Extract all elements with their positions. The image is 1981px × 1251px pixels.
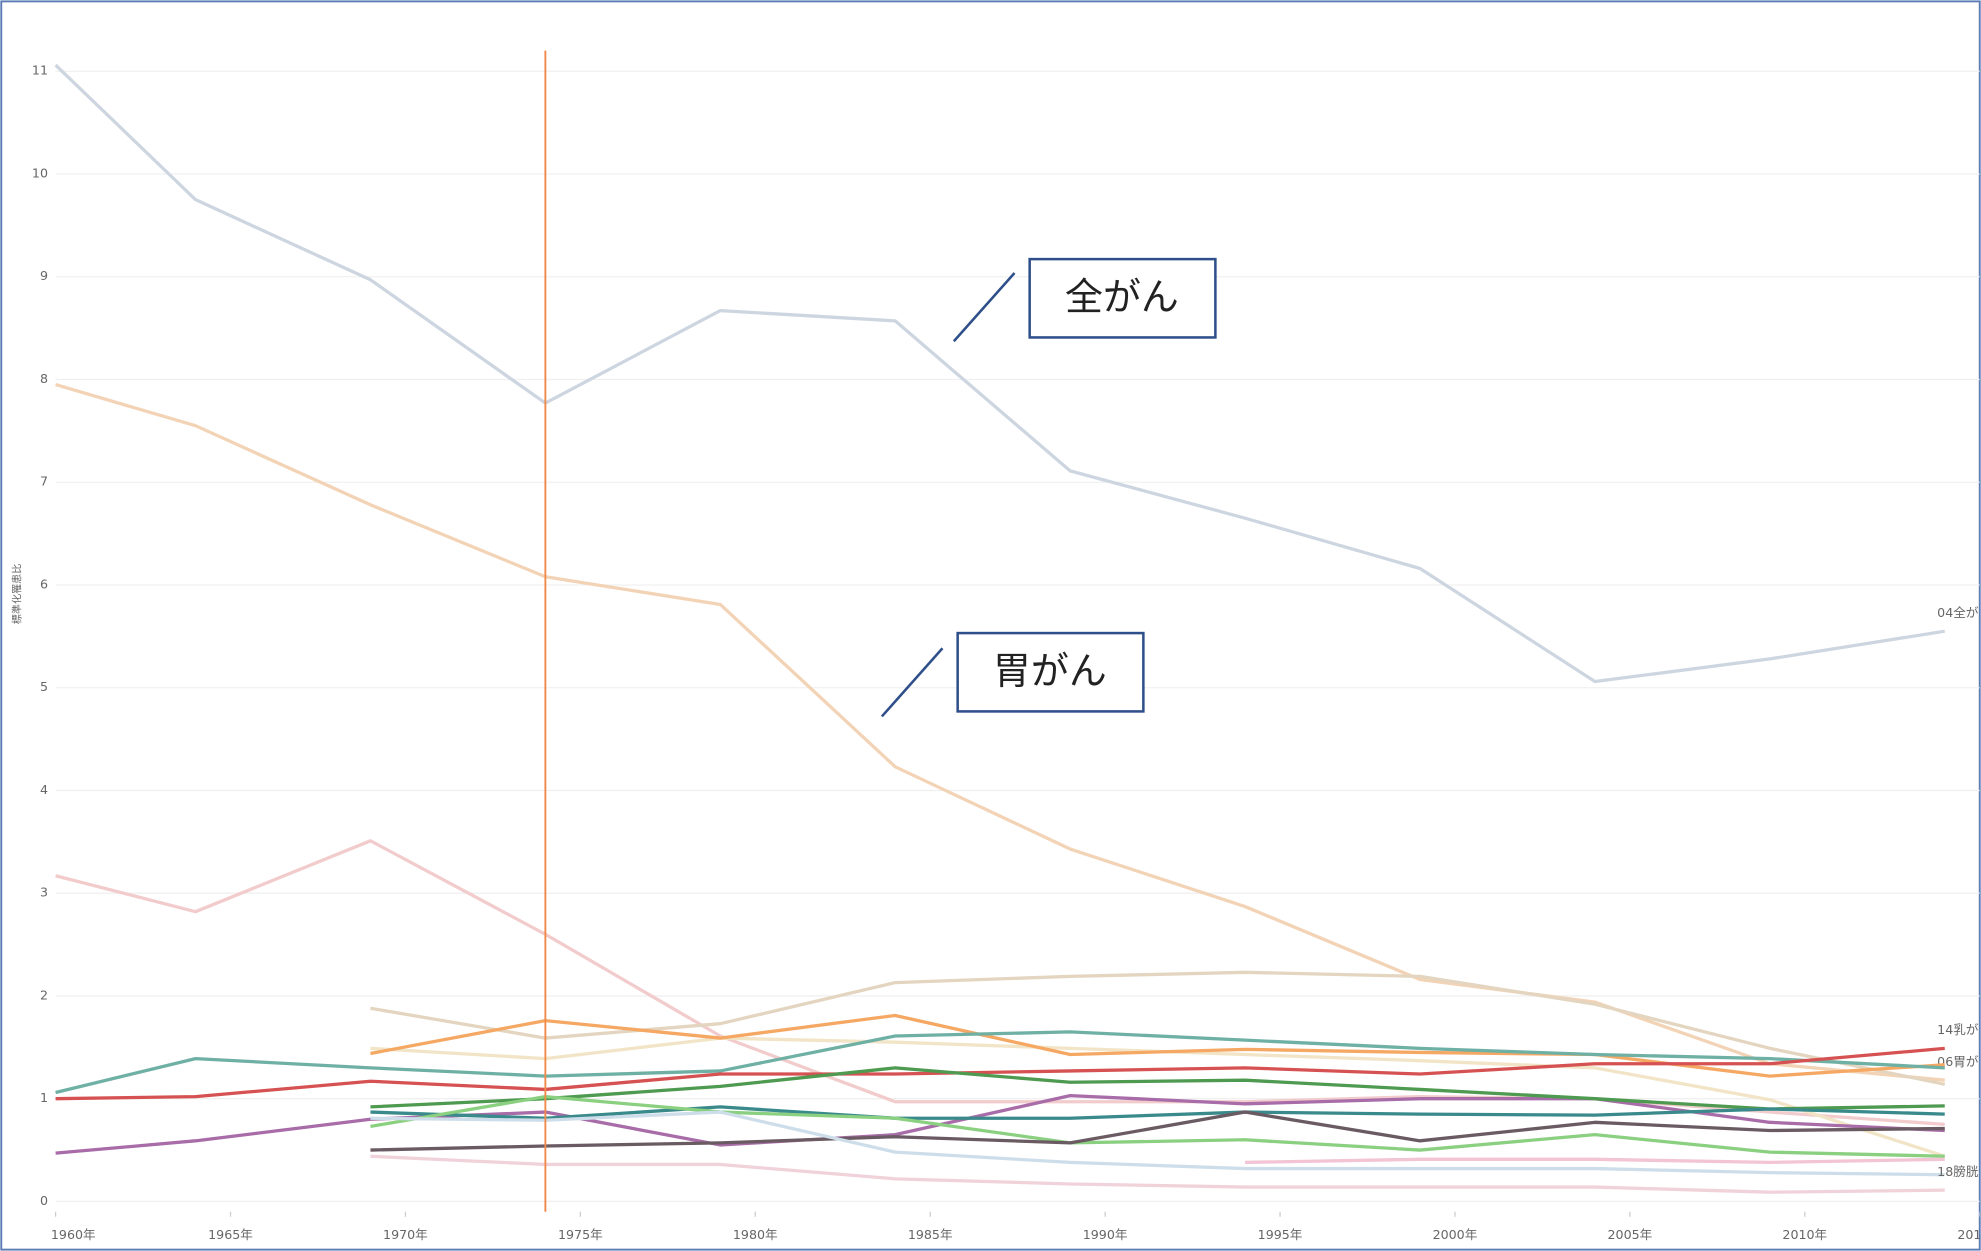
annotation-pointer [952,272,1016,343]
y-tick-label: 3 [40,885,48,900]
annotation-box [1028,257,1217,339]
annotation-pointer [880,647,944,718]
y-tick-label: 4 [40,782,48,797]
series-line [370,1110,1945,1177]
x-tick-label: 1980年 [733,1227,778,1242]
series-line [370,1105,1945,1120]
series-line [55,839,1945,1127]
x-tick-label: 1985年 [908,1227,953,1242]
y-tick-label: 6 [40,576,48,591]
x-tick-label: 1960年 [51,1227,96,1242]
y-tick-label: 11 [32,63,48,78]
series-line [55,1093,1945,1155]
y-tick-label: 0 [40,1193,48,1208]
series-end-label: 06胃がん [1937,1054,1981,1069]
y-tick-label: 9 [40,268,48,283]
y-tick-label: 10 [32,165,48,180]
x-tick-label: 2005年 [1608,1227,1653,1242]
series-end-label: 18膀胱がん [1937,1164,1981,1179]
series-line [370,1013,1945,1078]
annotation: 胃がん [993,649,1107,693]
y-tick-label: 2 [40,987,48,1002]
series-line [1245,1157,1945,1165]
annotation-box [956,631,1145,713]
series-line [370,1154,1945,1194]
series-line [55,1030,1945,1095]
series-end-label: 04全がん [1937,605,1981,620]
x-tick-label: 1975年 [558,1227,603,1242]
y-axis-label: 標準化罹患比 [11,564,24,625]
series-line [55,383,1945,1082]
y-tick-label: 7 [40,474,48,489]
y-tick-label: 5 [40,679,48,694]
series-line [54,63,1946,684]
series-end-label: 14乳がん [1937,1022,1981,1037]
series-line [55,1046,1945,1101]
series-line [370,1094,1945,1158]
series-line [370,1110,1945,1152]
annotation: 全がん [1065,275,1179,319]
y-tick-label: 8 [40,371,48,386]
x-tick-label: 1990年 [1083,1227,1128,1242]
x-tick-label: 2015年 [1957,1227,1981,1242]
x-tick-label: 1970年 [383,1227,428,1242]
y-tick-label: 1 [40,1090,48,1105]
x-tick-label: 2010年 [1782,1227,1827,1242]
series-line [370,1066,1945,1111]
x-tick-label: 1965年 [208,1227,253,1242]
x-tick-label: 2000年 [1433,1227,1478,1242]
x-tick-label: 1995年 [1258,1227,1303,1242]
